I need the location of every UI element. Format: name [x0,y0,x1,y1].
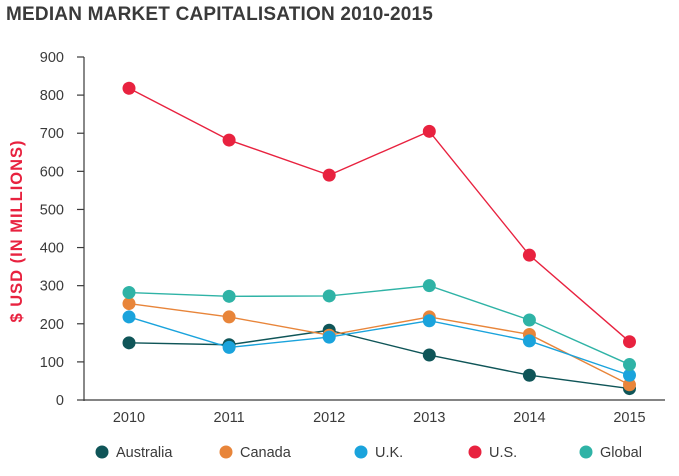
x-tick-label: 2010 [113,410,145,426]
data-point-us [322,168,336,182]
chart-title: MEDIAN MARKET CAPITALISATION 2010-2015 [6,4,434,25]
legend-label: Global [600,445,642,461]
legend-item: U.S. [468,445,517,461]
data-point-uk [623,368,636,382]
data-point-us [422,124,436,138]
series-points [122,81,636,396]
data-point-us [222,133,236,147]
y-tick-label: 600 [40,164,64,180]
y-tick-label: 200 [40,317,64,333]
data-point-canada [222,310,236,324]
series-line-uk [128,316,630,376]
series-line-global [128,284,630,366]
data-point-uk [422,314,436,328]
y-axis: 0 100 200 300 400 500 600 700 800 900 [40,50,85,409]
y-axis-label: $ USD (IN MILLIONS) [8,139,26,322]
series-line-australia [128,329,630,390]
data-point-us [623,335,636,349]
data-point-global [522,313,536,327]
legend-label: U.S. [489,445,517,461]
series-line-us [128,87,630,343]
data-point-australia [122,336,136,350]
legend-label: Canada [240,445,292,461]
y-tick-label: 500 [40,202,64,218]
y-tick-label: 0 [56,393,64,409]
legend-item: Canada [219,445,292,461]
data-point-uk [322,330,336,344]
data-point-global [222,289,236,303]
data-point-canada [623,378,636,392]
series-line-canada [128,302,630,386]
data-point-global [122,286,136,300]
x-axis: 2010 2011 2012 2013 2014 2015 [84,399,665,426]
legend-label: U.K. [375,445,403,461]
data-point-australia [522,368,536,382]
y-tick-label: 800 [40,88,64,104]
legend-marker [579,445,593,459]
y-tick-label: 400 [40,241,64,257]
data-point-australia [422,348,436,362]
x-tick-label: 2011 [214,410,245,426]
data-point-us [122,81,136,95]
data-point-uk [522,334,536,348]
series-lines [128,87,630,390]
x-tick-label: 2014 [513,410,545,426]
y-tick-label: 900 [40,50,64,66]
legend-item: Global [579,445,642,461]
data-point-canada [122,297,136,311]
x-tick-label: 2015 [613,410,645,426]
y-tick-label: 700 [40,126,64,142]
data-point-us [522,248,536,262]
data-point-uk [122,310,136,324]
legend-label: Australia [116,445,173,461]
data-point-global [422,279,436,293]
legend-marker [468,445,482,459]
y-tick-label: 100 [40,355,64,371]
legend-item: U.K. [354,445,403,461]
x-tick-label: 2012 [313,410,345,426]
data-point-global [623,358,636,372]
data-point-global [322,289,336,303]
legend-marker [354,445,368,459]
y-tick-label: 300 [40,279,64,295]
legend-item: Australia [95,445,173,461]
data-point-uk [222,340,236,354]
x-tick-label: 2013 [413,410,445,426]
legend-marker [95,445,109,459]
legend: Australia Canada U.K. U.S. Global [95,445,642,461]
legend-marker [219,445,233,459]
